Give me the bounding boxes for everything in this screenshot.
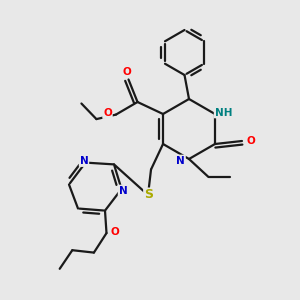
Text: O: O <box>246 136 255 146</box>
Text: S: S <box>144 188 153 202</box>
Text: N: N <box>176 155 185 166</box>
Text: O: O <box>103 108 112 118</box>
Text: NH: NH <box>214 107 232 118</box>
Text: N: N <box>80 156 88 166</box>
Text: N: N <box>118 185 127 196</box>
Text: O: O <box>123 67 131 77</box>
Text: O: O <box>110 226 119 237</box>
